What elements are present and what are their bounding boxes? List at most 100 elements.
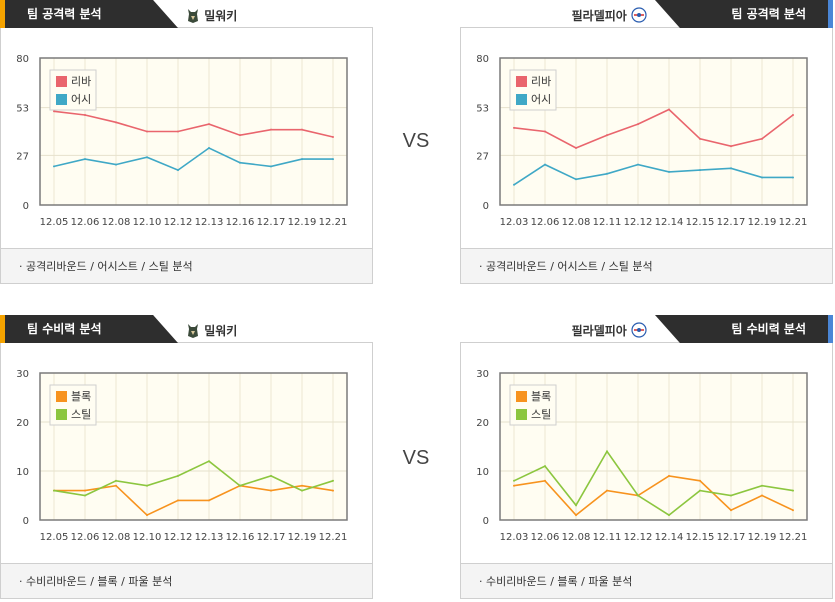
team-name: 밀워키	[186, 7, 237, 26]
x-tick-label: 12.12	[624, 217, 653, 228]
data-point	[668, 108, 670, 111]
x-tick-label: 12.14	[655, 217, 684, 228]
chart-footer: · 수비리바운드 / 블록 / 파울 분석	[0, 563, 373, 599]
series-line-리바	[53, 110, 334, 138]
plot-frame	[499, 372, 808, 521]
data-point	[239, 161, 241, 164]
data-point	[792, 176, 794, 179]
data-point	[513, 479, 515, 482]
x-tick-label: 12.17	[257, 217, 286, 228]
chart-area: 0 27 53 80 12.03 12.06 12.08 12.11 12.12 12.14 12.…	[460, 28, 833, 248]
x-tick-label: 12.16	[226, 217, 255, 228]
x-tick-label: 12.19	[748, 532, 777, 543]
panel-tab-title: 팀 공격력 분석	[0, 0, 178, 28]
data-point	[637, 163, 639, 166]
data-point	[301, 484, 303, 487]
x-tick-label: 12.16	[226, 532, 255, 543]
plot-frame	[499, 57, 808, 206]
y-tick-label: 80	[16, 54, 29, 65]
legend-label: 어시	[531, 93, 551, 106]
offense-panel-philadelphia: 팀 공격력 분석 필라델피아 0 27 53 80 12.03 12.06 12.08 12.…	[460, 0, 833, 284]
data-point	[208, 147, 210, 150]
panel-tab-title: 팀 수비력 분석	[655, 315, 833, 343]
data-point	[699, 479, 701, 482]
data-point	[177, 169, 179, 172]
legend-swatch	[56, 409, 67, 420]
data-point	[332, 489, 334, 492]
data-point	[575, 178, 577, 181]
x-tick-label: 12.08	[102, 532, 131, 543]
legend-label: 블록	[531, 390, 551, 403]
data-point	[84, 494, 86, 497]
data-point	[53, 489, 55, 492]
vs-label: VS	[402, 130, 430, 152]
x-tick-label: 12.17	[717, 532, 746, 543]
data-point	[146, 484, 148, 487]
x-tick-label: 12.13	[195, 532, 224, 543]
data-point	[513, 183, 515, 186]
data-point	[668, 514, 670, 517]
x-tick-label: 12.19	[748, 217, 777, 228]
chart-footer: · 공격리바운드 / 어시스트 / 스틸 분석	[460, 248, 833, 284]
x-tick-label: 12.21	[319, 217, 348, 228]
data-point	[239, 134, 241, 137]
legend-swatch	[516, 391, 527, 402]
data-point	[84, 489, 86, 492]
data-point	[53, 165, 55, 168]
data-point	[332, 158, 334, 161]
data-point	[606, 489, 608, 492]
data-point	[270, 165, 272, 168]
series-line-스틸	[53, 460, 334, 497]
x-tick-label: 12.10	[133, 532, 162, 543]
data-point	[668, 170, 670, 173]
panel-header: 팀 수비력 분석 필라델피아	[460, 315, 833, 343]
panel-tab-title: 팀 공격력 분석	[655, 0, 833, 28]
legend-swatch	[516, 409, 527, 420]
data-point	[301, 158, 303, 161]
x-tick-label: 12.15	[686, 532, 715, 543]
data-point	[146, 156, 148, 159]
team-label: 밀워키	[204, 324, 238, 338]
legend-swatch	[56, 94, 67, 105]
bucks-logo-icon	[186, 323, 200, 341]
data-point	[792, 509, 794, 512]
vs-label: VS	[402, 447, 430, 469]
team-name: 필라델피아	[572, 322, 647, 341]
y-tick-label: 0	[483, 201, 489, 212]
data-point	[730, 509, 732, 512]
data-point	[208, 123, 210, 126]
chart-area: 0 10 20 30 12.03 12.06 12.08 12.11 12.12 12.14 12.…	[460, 343, 833, 563]
data-point	[544, 163, 546, 166]
data-point	[332, 136, 334, 139]
bucks-logo-icon	[186, 8, 200, 26]
x-tick-label: 12.08	[562, 217, 591, 228]
chart-footer: · 수비리바운드 / 블록 / 파울 분석	[460, 563, 833, 599]
data-point	[513, 484, 515, 487]
data-point	[699, 169, 701, 172]
data-point	[761, 137, 763, 140]
data-point	[146, 130, 148, 133]
x-tick-label: 12.12	[624, 532, 653, 543]
data-point	[270, 128, 272, 131]
legend-swatch	[56, 391, 67, 402]
data-point	[761, 494, 763, 497]
legend-swatch	[516, 94, 527, 105]
y-tick-label: 53	[476, 104, 489, 115]
panel-header: 팀 공격력 분석 밀워키	[0, 0, 373, 28]
x-tick-label: 12.21	[319, 532, 348, 543]
team-label: 밀워키	[204, 9, 238, 23]
data-point	[730, 494, 732, 497]
data-point	[115, 479, 117, 482]
data-point	[177, 474, 179, 477]
legend-label: 스틸	[71, 408, 91, 421]
x-tick-label: 12.11	[593, 217, 622, 228]
y-tick-label: 80	[476, 54, 489, 65]
series-line-리바	[513, 108, 794, 149]
x-tick-label: 12.08	[102, 217, 131, 228]
x-tick-label: 12.08	[562, 532, 591, 543]
76ers-logo-icon	[631, 322, 647, 341]
